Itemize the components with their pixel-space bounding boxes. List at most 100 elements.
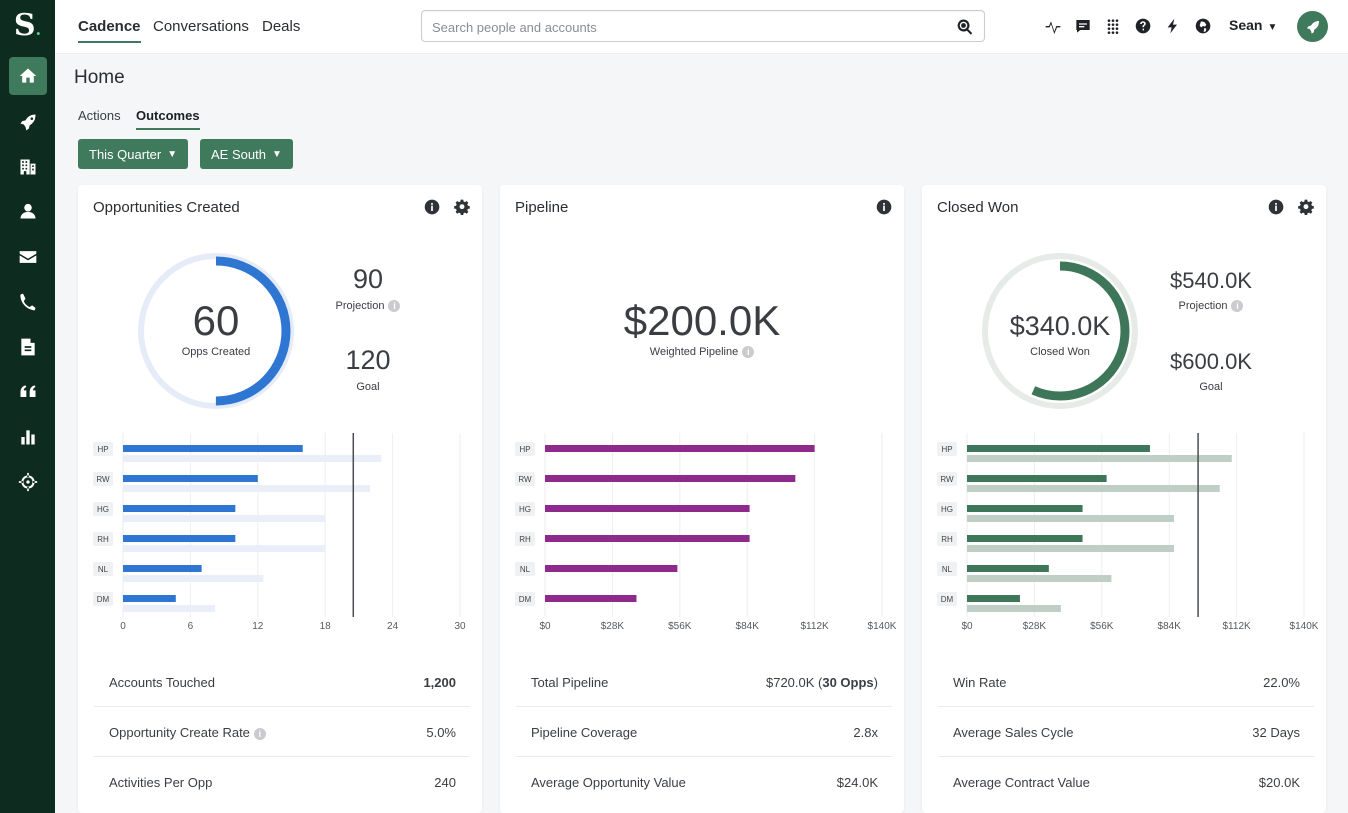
bar-primary[interactable] xyxy=(967,475,1107,482)
bar-secondary[interactable] xyxy=(123,455,382,462)
category-label: NL xyxy=(942,565,953,574)
category-badge xyxy=(93,442,113,456)
stat-row: Pipeline Coverage 2.8x xyxy=(516,707,892,757)
projection-label: Projection i xyxy=(318,300,418,313)
bar-primary[interactable] xyxy=(545,565,678,572)
chat-icon[interactable] xyxy=(1073,16,1093,36)
category-badge xyxy=(93,532,113,546)
bar-secondary[interactable] xyxy=(123,545,326,552)
help-icon[interactable] xyxy=(1133,16,1153,36)
stat-row: Total Pipeline $720.0K (30 Opps) xyxy=(516,657,892,707)
goal-label: Goal xyxy=(356,381,380,393)
avatar[interactable] xyxy=(1297,11,1328,42)
bar-primary[interactable] xyxy=(967,445,1150,452)
home-icon xyxy=(19,68,36,83)
bar-secondary[interactable] xyxy=(967,545,1175,552)
user-menu[interactable]: Sean ▼ xyxy=(1229,17,1278,33)
nav-deals[interactable]: Deals xyxy=(262,17,301,35)
sidebar-item-documents[interactable] xyxy=(0,328,55,366)
category-badge xyxy=(93,472,113,486)
bar-primary[interactable] xyxy=(123,505,236,512)
app-logo[interactable]: S. xyxy=(13,8,42,43)
bar-primary[interactable] xyxy=(123,445,303,452)
document-icon xyxy=(20,338,35,356)
x-tick-label: $112K xyxy=(1223,621,1252,632)
category-badge xyxy=(515,472,535,486)
category-badge xyxy=(937,472,957,486)
bar-secondary[interactable] xyxy=(123,485,371,492)
bar-primary[interactable] xyxy=(123,565,202,572)
bar-secondary[interactable] xyxy=(967,515,1175,522)
sidebar-item-calls[interactable] xyxy=(0,283,55,321)
sidebar-item-email[interactable] xyxy=(0,238,55,276)
info-icon[interactable]: i xyxy=(388,300,401,313)
lightning-icon[interactable] xyxy=(1163,16,1183,36)
closed-won-label: Closed Won xyxy=(1030,346,1090,358)
nav-conversations[interactable]: Conversations xyxy=(153,17,249,35)
bar-primary[interactable] xyxy=(967,505,1083,512)
nav-cadence[interactable]: Cadence xyxy=(78,0,141,52)
category-label: RW xyxy=(518,475,532,484)
closed-won-progress-ring xyxy=(982,253,1138,409)
tab-actions[interactable]: Actions xyxy=(78,108,121,123)
opportunities-created-card: Opportunities Created 60 Opps Created 90… xyxy=(78,185,482,813)
x-tick-label: 24 xyxy=(387,621,399,632)
goal-value: 120 xyxy=(345,345,391,375)
bar-primary[interactable] xyxy=(967,565,1049,572)
bar-primary[interactable] xyxy=(545,535,750,542)
info-icon[interactable] xyxy=(424,199,440,215)
info-icon[interactable]: i xyxy=(253,727,266,740)
bar-secondary[interactable] xyxy=(967,575,1112,582)
bar-secondary[interactable] xyxy=(123,575,264,582)
category-badge xyxy=(515,532,535,546)
bar-primary[interactable] xyxy=(123,475,258,482)
bar-secondary[interactable] xyxy=(123,515,326,522)
apps-grid-icon[interactable] xyxy=(1103,16,1123,36)
sidebar-item-analytics[interactable] xyxy=(0,418,55,456)
team-filter-button[interactable]: AE South ▼ xyxy=(200,139,293,169)
bar-primary[interactable] xyxy=(967,535,1083,542)
sidebar-item-sequences[interactable] xyxy=(0,103,55,141)
phone-icon xyxy=(19,293,35,311)
bar-primary[interactable] xyxy=(123,595,176,602)
info-icon[interactable]: i xyxy=(1231,300,1244,313)
tab-outcomes[interactable]: Outcomes xyxy=(136,108,200,130)
gear-icon[interactable] xyxy=(1298,199,1314,216)
bar-primary[interactable] xyxy=(545,595,637,602)
bar-primary[interactable] xyxy=(545,475,796,482)
globe-icon[interactable] xyxy=(1193,16,1213,36)
sidebar-item-home[interactable] xyxy=(0,57,55,95)
stat-row: Win Rate 22.0% xyxy=(938,657,1314,707)
x-tick-label: $56K xyxy=(1090,621,1114,632)
search-icon[interactable] xyxy=(956,18,974,36)
activity-icon[interactable] xyxy=(1043,16,1063,36)
quarter-filter-button[interactable]: This Quarter ▼ xyxy=(78,139,189,169)
bar-primary[interactable] xyxy=(123,535,236,542)
category-badge xyxy=(93,502,113,516)
search-input[interactable] xyxy=(432,17,932,37)
sidebar-item-targets[interactable] xyxy=(0,463,55,501)
gear-icon[interactable] xyxy=(454,199,470,216)
info-icon[interactable]: i xyxy=(742,346,755,359)
bar-secondary[interactable] xyxy=(967,605,1061,612)
quote-icon xyxy=(20,385,35,397)
category-label: HP xyxy=(941,445,952,454)
bar-secondary[interactable] xyxy=(967,455,1232,462)
sidebar-item-people[interactable] xyxy=(0,192,55,230)
bar-primary[interactable] xyxy=(545,445,815,452)
category-label: RW xyxy=(940,475,954,484)
sidebar-item-accounts[interactable] xyxy=(0,148,55,186)
category-badge xyxy=(515,442,535,456)
bar-secondary[interactable] xyxy=(123,605,216,612)
category-label: HP xyxy=(519,445,530,454)
projection-label: Projection i xyxy=(1151,300,1271,313)
sidebar-item-quotes[interactable] xyxy=(0,373,55,411)
bar-secondary[interactable] xyxy=(967,485,1220,492)
info-icon[interactable] xyxy=(876,199,892,215)
stat-row: Average Opportunity Value $24.0K xyxy=(531,775,878,790)
info-icon[interactable] xyxy=(1268,199,1284,215)
x-tick-label: $28K xyxy=(1023,621,1047,632)
bar-primary[interactable] xyxy=(967,595,1020,602)
bar-primary[interactable] xyxy=(545,505,750,512)
card-title: Closed Won xyxy=(937,199,1019,216)
